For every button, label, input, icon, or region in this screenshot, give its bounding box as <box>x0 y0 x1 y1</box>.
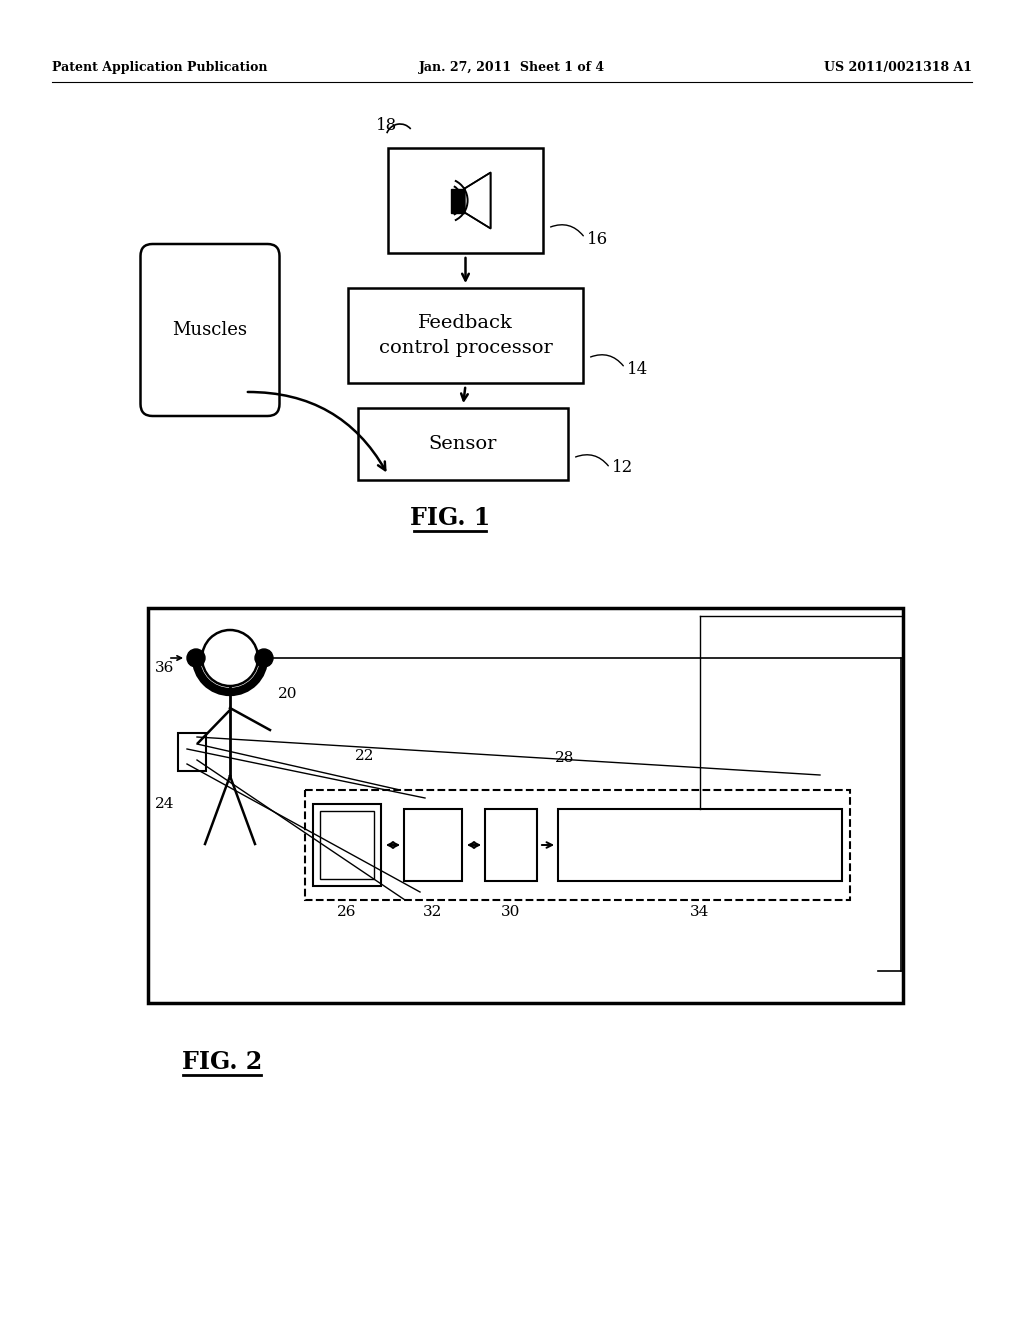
Text: Jan. 27, 2011  Sheet 1 of 4: Jan. 27, 2011 Sheet 1 of 4 <box>419 62 605 74</box>
FancyBboxPatch shape <box>319 810 374 879</box>
FancyBboxPatch shape <box>140 244 280 416</box>
Text: 16: 16 <box>587 231 608 248</box>
Text: 30: 30 <box>502 906 520 919</box>
Circle shape <box>202 630 258 686</box>
Text: Muscles: Muscles <box>172 321 248 339</box>
Text: 24: 24 <box>155 797 174 810</box>
FancyBboxPatch shape <box>404 809 462 880</box>
Text: 34: 34 <box>690 906 710 919</box>
FancyBboxPatch shape <box>178 733 206 771</box>
Text: 20: 20 <box>278 686 298 701</box>
Text: 26: 26 <box>337 906 356 919</box>
Text: FIG. 2: FIG. 2 <box>182 1049 262 1074</box>
Text: Sensor: Sensor <box>429 436 498 453</box>
FancyBboxPatch shape <box>485 809 537 880</box>
Text: 14: 14 <box>627 360 648 378</box>
Text: 28: 28 <box>555 751 574 766</box>
Circle shape <box>255 649 273 667</box>
Text: Feedback
control processor: Feedback control processor <box>379 314 552 356</box>
Circle shape <box>187 649 205 667</box>
FancyBboxPatch shape <box>388 148 543 253</box>
Polygon shape <box>465 173 490 228</box>
Text: US 2011/0021318 A1: US 2011/0021318 A1 <box>824 62 972 74</box>
Text: 36: 36 <box>155 661 174 675</box>
FancyBboxPatch shape <box>558 809 842 880</box>
Text: 32: 32 <box>423 906 442 919</box>
Text: 12: 12 <box>612 459 633 477</box>
Bar <box>451 189 465 213</box>
Text: Patent Application Publication: Patent Application Publication <box>52 62 267 74</box>
FancyBboxPatch shape <box>348 288 583 383</box>
FancyBboxPatch shape <box>148 609 903 1003</box>
Text: FIG. 1: FIG. 1 <box>410 506 490 531</box>
FancyBboxPatch shape <box>358 408 568 480</box>
Text: 22: 22 <box>355 748 375 763</box>
FancyBboxPatch shape <box>313 804 381 886</box>
Text: 18: 18 <box>376 117 397 135</box>
